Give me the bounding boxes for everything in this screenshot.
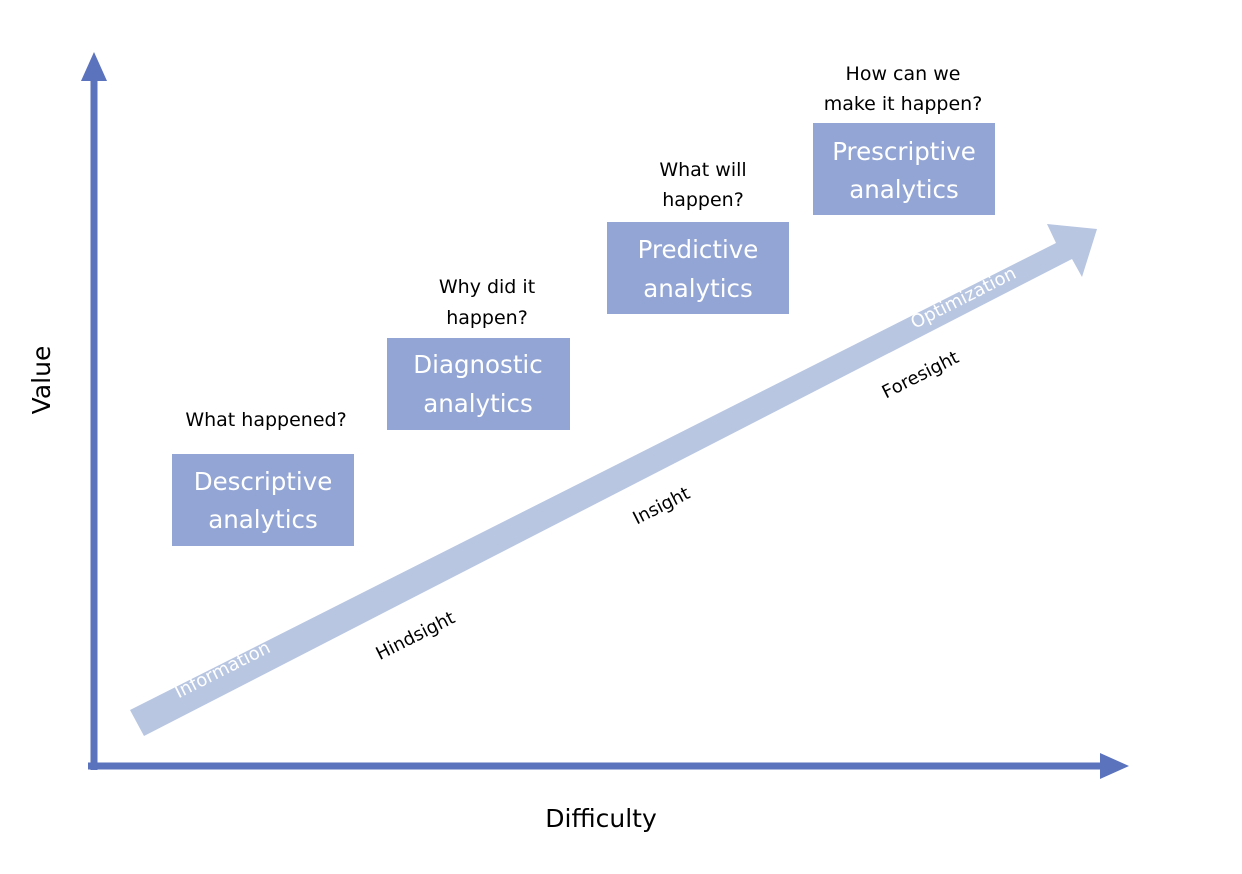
stage-predictive: What will happen? Predictive analytics [607, 159, 789, 314]
progression-arrow-shape [130, 224, 1097, 736]
stage-prescriptive: How can we make it happen? Prescriptive … [813, 63, 995, 215]
stage-question: Why did it [439, 276, 535, 298]
stage-label: Descriptive [194, 467, 333, 496]
stage-label: analytics [643, 274, 753, 303]
label-insight: Insight [630, 483, 694, 529]
y-axis-title: Value [27, 346, 56, 415]
stage-label: Prescriptive [832, 137, 976, 166]
y-axis-arrowhead [81, 52, 107, 81]
stage-box [172, 454, 354, 546]
stage-question: happen? [662, 189, 744, 211]
stage-question: What will [659, 159, 746, 181]
arrow-label-optimization: Optimization [907, 263, 1019, 334]
stage-question: happen? [446, 307, 528, 329]
stage-question: make it happen? [824, 93, 983, 115]
stage-label: analytics [423, 389, 533, 418]
stage-question: How can we [846, 63, 961, 85]
y-axis [81, 52, 107, 770]
x-axis-arrowhead [1100, 753, 1129, 779]
label-hindsight: Hindsight [373, 607, 459, 664]
x-axis [88, 753, 1129, 779]
stage-label: analytics [208, 505, 318, 534]
stage-label: Predictive [638, 235, 759, 264]
stage-label: Diagnostic [413, 350, 542, 379]
stage-descriptive: What happened? Descriptive analytics [172, 409, 354, 546]
stage-label: analytics [849, 175, 959, 204]
stage-box [813, 123, 995, 215]
stage-question: What happened? [185, 409, 346, 431]
stage-diagnostic: Why did it happen? Diagnostic analytics [387, 276, 570, 430]
stage-box [607, 222, 789, 314]
x-axis-title: Difficulty [545, 804, 657, 833]
stage-box [387, 338, 570, 430]
label-foresight: Foresight [879, 347, 963, 403]
